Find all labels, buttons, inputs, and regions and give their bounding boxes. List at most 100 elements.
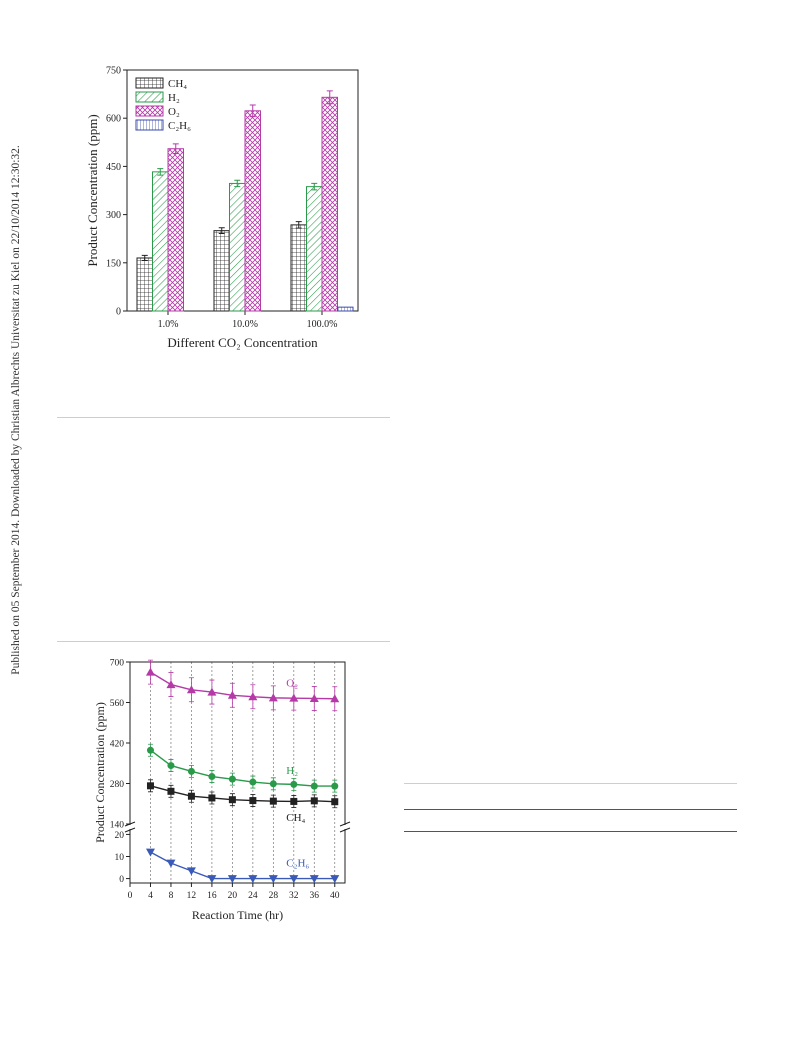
x-axis-label: Different CO₂ Concentration (167, 335, 318, 350)
marker-2-2 (187, 792, 195, 800)
marker-2-0 (146, 782, 154, 790)
line-chart: 140 280 420 560 700 0 10 20 0 4 8 12 16 20 24 28 32 36 40 R… (93, 659, 351, 922)
marker-0-8 (309, 693, 319, 702)
marker-2-6 (269, 797, 277, 805)
marker-0-3 (207, 687, 217, 696)
table-rule-2 (404, 831, 737, 832)
upper-y-tick-label-3: 560 (110, 699, 125, 709)
watermark-text: Published on 05 September 2014. Download… (10, 145, 22, 675)
marker-1-8 (310, 782, 318, 790)
marker-0-0 (145, 667, 155, 676)
series-label-3: C₂H₆ (286, 858, 309, 870)
series-line-3 (150, 851, 335, 880)
y-tick-label-0: 0 (116, 307, 121, 318)
marker-3-3 (207, 875, 217, 884)
series-label-2: CH₄ (286, 812, 305, 824)
marker-2-3 (208, 794, 216, 802)
series-label-1: H₂ (286, 765, 298, 777)
error-bar-0-2 (295, 221, 302, 229)
upper-y-tick-label-0: 140 (110, 821, 125, 831)
legend-label-3: C₂H₆ (168, 120, 191, 132)
divider-3 (404, 783, 737, 784)
legend-swatch-2 (135, 105, 164, 117)
marker-1-0 (146, 746, 154, 754)
marker-3-5 (248, 875, 258, 884)
marker-3-1 (166, 859, 176, 868)
table-rule-1 (404, 809, 737, 810)
marker-1-6 (269, 780, 277, 788)
marker-0-5 (248, 692, 258, 701)
bar-3-2 (337, 306, 354, 312)
x-tick-label-7: 28 (269, 891, 279, 901)
bar-0-0 (136, 257, 153, 312)
error-bar-2-1 (249, 104, 256, 118)
series-line-1 (150, 749, 335, 787)
lower-y-tick-label-1: 10 (115, 853, 125, 863)
marker-2-7 (290, 797, 298, 805)
axis-break-gap-1 (341, 825, 349, 829)
error-bar-1-0 (157, 168, 164, 176)
y-tick-label-5: 750 (106, 66, 121, 77)
bar-0-1 (213, 230, 230, 312)
x-tick-label-1: 4 (148, 891, 153, 901)
marker-1-7 (290, 780, 298, 788)
x-tick-label-1: 10.0% (232, 319, 258, 330)
marker-3-8 (309, 875, 319, 884)
divider-1 (57, 417, 390, 418)
x-tick-label-0: 0 (128, 891, 133, 901)
y-tick-label-3: 450 (106, 162, 121, 173)
error-bar-0-0 (141, 254, 148, 262)
marker-1-2 (187, 767, 195, 775)
marker-0-6 (268, 693, 278, 702)
marker-3-7 (289, 875, 299, 884)
marker-3-9 (330, 875, 340, 884)
marker-3-0 (145, 848, 155, 857)
error-bar-2-2 (326, 90, 333, 105)
marker-0-9 (330, 694, 340, 703)
marker-1-1 (167, 762, 175, 770)
marker-0-7 (289, 693, 299, 702)
download-watermark: Published on 05 September 2014. Download… (2, 145, 30, 675)
bar-2-2 (321, 96, 338, 312)
bar-1-1 (229, 182, 246, 312)
error-bar-1-2 (311, 182, 318, 191)
series-line-2 (150, 785, 335, 803)
x-tick-label-6: 24 (248, 891, 258, 901)
marker-0-4 (227, 690, 237, 699)
x-tick-label-10: 40 (330, 891, 340, 901)
lower-y-tick-label-2: 20 (115, 831, 125, 841)
upper-y-tick-label-1: 280 (110, 780, 125, 790)
marker-0-1 (166, 680, 176, 689)
upper-y-tick-label-4: 700 (110, 659, 125, 669)
marker-2-4 (228, 796, 236, 804)
error-bar-0-1 (218, 227, 225, 235)
legend-label-0: CH₄ (168, 78, 187, 90)
marker-2-1 (167, 787, 175, 795)
legend-swatch-3 (135, 119, 164, 131)
legend-swatch-0 (135, 77, 164, 89)
x-tick-label-8: 32 (289, 891, 299, 901)
divider-2 (57, 641, 390, 642)
x-tick-label-2: 8 (169, 891, 174, 901)
upper-y-tick-label-2: 420 (110, 740, 125, 750)
y-axis-label: Product Concentration (ppm) (93, 702, 107, 843)
x-tick-label-3: 12 (187, 891, 197, 901)
x-tick-label-0: 1.0% (158, 319, 179, 330)
series-label-0: O₂ (286, 677, 298, 689)
y-tick-label-2: 300 (106, 210, 121, 221)
axis-break-1 (339, 821, 351, 833)
lower-y-tick-label-0: 0 (119, 875, 124, 885)
series-line-0 (150, 671, 335, 700)
marker-1-5 (249, 778, 257, 786)
bar-1-2 (306, 186, 323, 312)
legend-label-2: O₂ (168, 106, 180, 118)
marker-1-9 (331, 782, 339, 790)
axis-break-gap-0 (126, 825, 134, 829)
marker-1-4 (228, 775, 236, 783)
x-axis-label: Reaction Time (hr) (192, 908, 283, 922)
x-tick-label-9: 36 (310, 891, 320, 901)
bar-1-0 (152, 171, 169, 312)
bar-2-1 (244, 110, 261, 312)
marker-2-9 (331, 798, 339, 806)
marker-2-5 (249, 797, 257, 805)
